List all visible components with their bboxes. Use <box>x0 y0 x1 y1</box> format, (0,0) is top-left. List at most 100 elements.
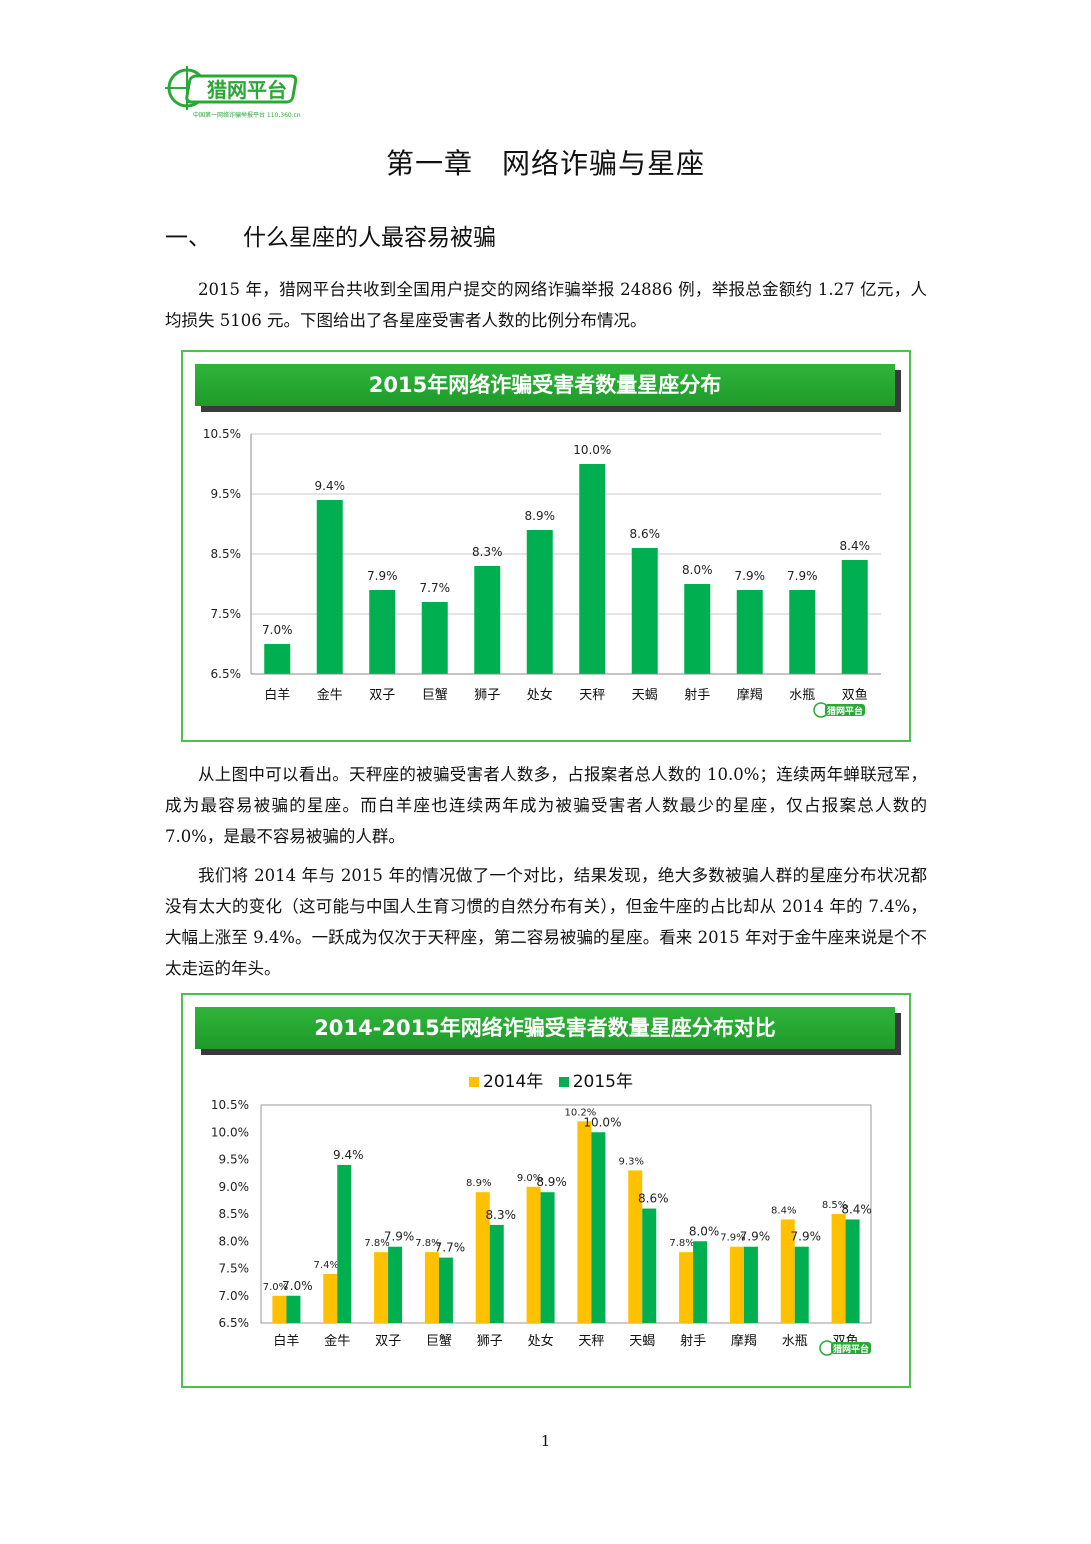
y-tick-label: 9.5% <box>219 1153 250 1167</box>
x-tick-label: 金牛 <box>324 1333 350 1349</box>
y-tick-label: 9.0% <box>219 1180 250 1194</box>
data-label-2015: 9.4% <box>333 1148 364 1162</box>
data-label: 10.0% <box>573 443 611 457</box>
logo: 猎网平台 中国第一网络诈骗举报平台 110.360.cn <box>163 62 313 122</box>
data-label-2015: 8.9% <box>536 1175 567 1189</box>
paragraph-intro: 2015 年，猎网平台共收到全国用户提交的网络诈骗举报 24886 例，举报总金… <box>165 280 927 330</box>
bar-2014 <box>374 1252 389 1323</box>
chart-2015: 2015年网络诈骗受害者数量星座分布 6.5% 7.5% 8.5% 9.5% 10.5%… <box>181 350 911 742</box>
bar-2014 <box>628 1170 643 1323</box>
watermark-logo: 猎网平台 <box>813 702 865 718</box>
x-tick-label: 狮子 <box>477 1334 503 1349</box>
data-label-2015: 10.0% <box>583 1115 621 1129</box>
x-tick-label: 白羊 <box>264 687 290 703</box>
chart-comparison-title: 2014-2015年网络诈骗受害者数量星座分布对比 <box>195 1007 895 1049</box>
section-heading: 什么星座的人最容易被骗 <box>243 225 496 251</box>
page-number: 1 <box>540 1432 551 1450</box>
y-tick-label: 8.0% <box>219 1234 250 1248</box>
watermark-logo: 猎网平台 <box>819 1340 871 1356</box>
logo-subtext: 中国第一网络诈骗举报平台 110.360.cn <box>193 111 301 119</box>
data-label: 7.0% <box>262 623 293 637</box>
paragraph-comparison: 我们将 2014 年与 2015 年的情况做了一个对比，结果发现，绝大多数被骗人… <box>165 866 927 978</box>
data-label-2014: 8.9% <box>466 1178 491 1189</box>
data-label: 8.9% <box>525 509 556 523</box>
bar-2015 <box>841 560 868 674</box>
x-tick-label: 双鱼 <box>842 687 868 703</box>
y-tick-label: 7.5% <box>211 607 242 621</box>
chart-comparison-legend: 2014年 2015年 <box>183 1067 909 1092</box>
y-tick-label: 8.5% <box>211 547 242 561</box>
data-label: 9.4% <box>315 479 346 493</box>
legend-label-2015: 2015年 <box>572 1072 633 1092</box>
bar-2015 <box>337 1164 352 1323</box>
logo-text: 猎网平台 <box>207 78 287 102</box>
bar-2015 <box>489 1224 504 1323</box>
data-label: 7.7% <box>420 581 451 595</box>
bar-2015 <box>286 1295 301 1323</box>
x-tick-label: 天秤 <box>579 688 605 703</box>
y-tick-label: 7.5% <box>219 1262 250 1276</box>
data-label-2014: 7.0% <box>263 1282 288 1293</box>
x-tick-label: 天蝎 <box>629 1334 655 1349</box>
bar-2014 <box>323 1273 338 1323</box>
bar-2015 <box>845 1219 860 1323</box>
x-tick-label: 水瓶 <box>782 1334 808 1349</box>
x-tick-label: 射手 <box>684 687 710 703</box>
data-label: 7.9% <box>735 569 766 583</box>
x-tick-label: 摩羯 <box>731 1333 757 1349</box>
x-tick-label: 天蝎 <box>632 688 658 703</box>
y-tick-label: 6.5% <box>211 667 242 681</box>
x-tick-label: 摩羯 <box>737 687 763 703</box>
bar-2014 <box>526 1186 541 1323</box>
plot-frame <box>260 1104 872 1324</box>
data-label-2014: 9.0% <box>517 1173 542 1184</box>
x-tick-label: 双子 <box>375 1334 401 1349</box>
data-label-2014: 7.8% <box>415 1238 440 1249</box>
data-label-2015: 8.0% <box>689 1224 720 1238</box>
data-label: 7.9% <box>787 569 818 583</box>
bar-2015 <box>579 464 606 674</box>
bar-2015 <box>693 1241 708 1323</box>
chart-2015-plot: 6.5% 7.5% 8.5% 9.5% 10.5% 7.0% 白羊 9.4% 金牛 7.9% 双子 7… <box>203 427 881 718</box>
bar-2014 <box>272 1295 287 1323</box>
legend-label-2014: 2014年 <box>483 1072 544 1092</box>
data-label-2014: 9.3% <box>619 1156 644 1167</box>
x-tick-label: 双子 <box>369 688 395 703</box>
chart-comparison-banner: 2014-2015年网络诈骗受害者数量星座分布对比 <box>195 1007 901 1055</box>
chart-comparison: 2014-2015年网络诈骗受害者数量星座分布对比 2014年 2015年 6.… <box>181 993 911 1388</box>
bar-2015 <box>421 602 448 674</box>
bar-2015 <box>438 1257 453 1323</box>
bar-2014 <box>577 1121 592 1323</box>
y-tick-label: 7.0% <box>219 1289 250 1303</box>
data-label-2014: 7.8% <box>364 1238 389 1249</box>
bar-2015 <box>642 1208 657 1323</box>
data-label-2014: 7.9% <box>720 1233 745 1244</box>
data-label-2015: 7.9% <box>384 1230 415 1244</box>
x-tick-label: 射手 <box>680 1333 706 1349</box>
x-tick-label: 狮子 <box>474 688 500 703</box>
bar-2015 <box>388 1246 403 1323</box>
y-tick-label: 9.5% <box>211 487 242 501</box>
watermark-logo-text: 猎网平台 <box>827 705 863 717</box>
bar-2015 <box>794 1246 809 1323</box>
data-label-2014: 8.5% <box>822 1200 847 1211</box>
legend-swatch-2015 <box>558 1077 569 1087</box>
y-tick-label: 10.5% <box>211 1098 249 1112</box>
x-tick-label: 处女 <box>528 1333 554 1349</box>
y-tick-label: 10.5% <box>203 427 241 441</box>
x-tick-label: 巨蟹 <box>422 688 448 703</box>
data-label: 8.0% <box>682 563 713 577</box>
logo-graphic: 猎网平台 中国第一网络诈骗举报平台 110.360.cn <box>165 66 301 119</box>
data-label-2014: 8.4% <box>771 1205 796 1216</box>
bar-2015 <box>474 566 501 674</box>
bar-2015 <box>743 1246 758 1323</box>
data-label-2014: 7.8% <box>669 1238 694 1249</box>
x-tick-label: 处女 <box>527 687 553 703</box>
chapter-title: 第一章 网络诈骗与星座 <box>385 147 705 180</box>
data-label-2015: 7.9% <box>791 1230 822 1244</box>
bar-2015 <box>591 1132 606 1323</box>
bar-2015 <box>316 500 343 674</box>
bar-2015 <box>684 584 711 674</box>
watermark-logo-text: 猎网平台 <box>833 1343 869 1355</box>
y-tick-label: 10.0% <box>211 1125 249 1139</box>
